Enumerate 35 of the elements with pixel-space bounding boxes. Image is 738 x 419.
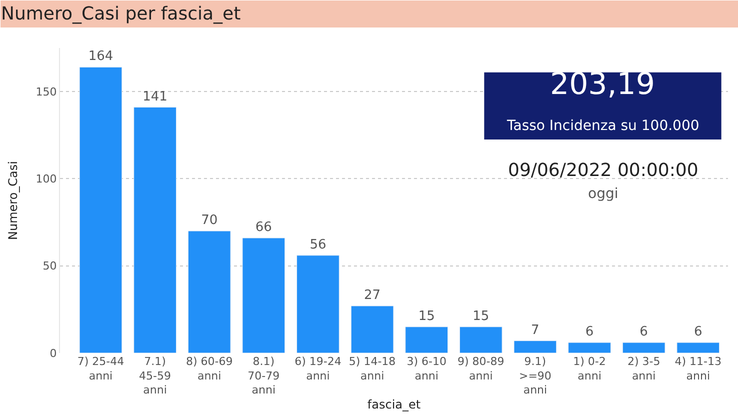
x-tick-label: 9.1) >=90 anni bbox=[518, 355, 552, 397]
x-tick-label: 8.1) 70-79 anni bbox=[248, 355, 280, 397]
x-tick-label: 7) 25-44 anni bbox=[77, 355, 124, 382]
x-tick-label: 4) 11-13 anni bbox=[674, 355, 722, 382]
data-label: 66 bbox=[255, 220, 272, 235]
data-label: 141 bbox=[142, 89, 168, 104]
annotation: oggi bbox=[588, 186, 618, 202]
data-label: 6 bbox=[640, 324, 648, 340]
y-tick-label: 100 bbox=[36, 172, 57, 186]
annotation: Tasso Incidenza su 100.000 bbox=[506, 118, 700, 134]
x-tick-label: 7.1) 45-59 anni bbox=[139, 355, 172, 397]
data-label: 27 bbox=[364, 288, 381, 303]
x-tick-label: 9) 80-89 anni bbox=[458, 355, 504, 382]
data-label: 56 bbox=[310, 237, 326, 252]
chart-title: Numero_Casi per fascia_et bbox=[1, 4, 241, 24]
data-label: 15 bbox=[418, 308, 435, 324]
data-label: 164 bbox=[88, 49, 114, 64]
x-tick-label: 3) 6-10 anni bbox=[406, 355, 446, 382]
y-axis-title: Numero_Casi bbox=[6, 161, 20, 240]
x-tick-label: 6) 19-24 anni bbox=[294, 355, 342, 382]
data-label: 6 bbox=[694, 324, 702, 340]
annotation: 09/06/2022 00:00:00 bbox=[508, 160, 698, 181]
y-tick-label: 50 bbox=[42, 260, 57, 273]
data-label: 6 bbox=[585, 324, 594, 340]
y-tick-label: 0 bbox=[50, 346, 57, 360]
x-axis-title: fascia_et bbox=[367, 398, 421, 412]
x-tick-label: 8) 60-69 anni bbox=[186, 355, 233, 382]
x-tick-label: 1) 0-2 anni bbox=[573, 355, 606, 382]
data-label: 15 bbox=[472, 308, 490, 324]
annotation: 203,19 bbox=[550, 67, 655, 102]
y-tick-label: 150 bbox=[36, 85, 57, 98]
data-label: 70 bbox=[201, 213, 218, 228]
x-tick-label: 2) 3-5 anni bbox=[627, 355, 660, 382]
data-label: 7 bbox=[531, 322, 540, 338]
x-tick-label: 5) 14-18 anni bbox=[348, 355, 396, 382]
